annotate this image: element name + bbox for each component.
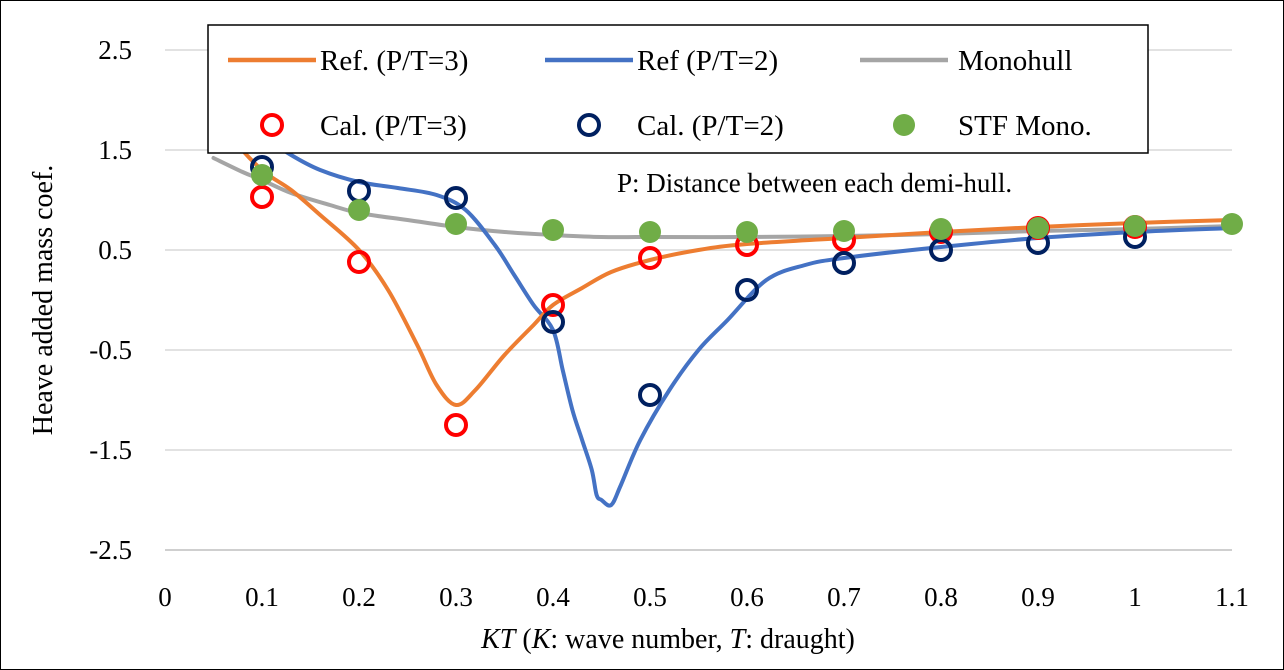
point-cal-p-t-2 <box>832 251 856 275</box>
x-tick-labels: 0 0.1 0.2 0.3 0.4 0.5 0.6 0.7 0.8 0.9 1 1.1 <box>158 582 1249 612</box>
legend-label: Ref. (P/T=3) <box>320 45 468 77</box>
series-lines <box>211 98 1234 508</box>
x-tick-label: 0.2 <box>342 582 376 612</box>
x-tick-label: 0.9 <box>1021 582 1055 612</box>
point-stf-mono <box>1124 215 1146 237</box>
series-line-ref-p-t-2 <box>260 133 1234 508</box>
legend-item-stf-mono: STF Mono. <box>893 110 1092 142</box>
point-cal-p-t-3 <box>638 246 662 270</box>
point-cal-p-t-3 <box>541 293 565 317</box>
x-tick-label: 0.6 <box>730 582 764 612</box>
point-stf-mono <box>930 218 952 240</box>
legend-item-ref-p-t-3: Ref. (P/T=3) <box>228 45 468 77</box>
x-axis-label-part3: : draught) <box>745 624 855 655</box>
point-cal-p-t-3 <box>250 185 274 209</box>
x-tick-label: 0.8 <box>924 582 958 612</box>
legend-item-cal-p-t-3: Cal. (P/T=3) <box>260 110 467 142</box>
legend-swatch <box>260 113 284 137</box>
y-tick-label: 1.5 <box>98 135 132 165</box>
y-tick-labels: 2.5 1.5 0.5 -0.5 -1.5 -2.5 <box>89 35 132 565</box>
point-stf-mono <box>736 221 758 243</box>
y-tick-label: 0.5 <box>98 235 132 265</box>
legend-label: Cal. (P/T=3) <box>320 110 467 142</box>
legend-label: Monohull <box>958 45 1072 77</box>
legend-label: STF Mono. <box>958 110 1092 142</box>
point-stf-mono <box>1027 217 1049 239</box>
point-stf-mono <box>542 219 564 241</box>
point-cal-p-t-2 <box>444 186 468 210</box>
x-axis-label-part2: : wave number, <box>550 624 729 655</box>
point-stf-mono <box>833 220 855 242</box>
point-cal-p-t-2 <box>735 278 759 302</box>
point-stf-mono <box>348 199 370 221</box>
series-markers <box>250 155 1243 437</box>
legend-box <box>207 24 1149 154</box>
x-tick-label: 0.5 <box>633 582 667 612</box>
legend-label: Cal. (P/T=2) <box>637 110 784 142</box>
series-line-ref-p-t-3 <box>211 98 1234 408</box>
x-tick-label: 0 <box>158 582 172 612</box>
point-cal-p-t-2 <box>638 383 662 407</box>
y-tick-label: 2.5 <box>98 35 132 65</box>
legend: Ref. (P/T=3) Ref (P/T=2) Monohull Cal. (P/T… <box>207 24 1149 154</box>
x-tick-label: 0.7 <box>827 582 861 612</box>
point-cal-p-t-3 <box>444 413 468 437</box>
x-axis-label-kt: KT <box>480 624 518 655</box>
legend-label: Ref (P/T=2) <box>637 45 778 77</box>
x-axis-label: KT (K: wave number, T: draught) <box>480 624 855 655</box>
legend-item-monohull: Monohull <box>860 45 1072 77</box>
point-cal-p-t-3 <box>347 250 371 274</box>
legend-items: Ref. (P/T=3) Ref (P/T=2) Monohull Cal. (P/T… <box>228 45 1092 142</box>
y-axis-label: Heave added mass coef. <box>28 165 59 436</box>
annotation: P: Distance between each demi-hull. <box>617 168 1012 198</box>
y-tick-label: -0.5 <box>89 335 132 365</box>
x-tick-label: 0.3 <box>439 582 473 612</box>
x-tick-label: 1.1 <box>1215 582 1249 612</box>
legend-swatch <box>893 114 915 136</box>
point-stf-mono <box>251 164 273 186</box>
point-stf-mono <box>1221 213 1243 235</box>
x-tick-label: 1 <box>1128 582 1142 612</box>
x-axis-label-part1: ( <box>515 624 531 655</box>
x-axis-label-t: T <box>730 624 748 655</box>
point-cal-p-t-2 <box>541 310 565 334</box>
legend-swatch <box>577 113 601 137</box>
legend-item-cal-p-t-2: Cal. (P/T=2) <box>577 110 784 142</box>
point-stf-mono <box>445 213 467 235</box>
x-axis-label-k: K <box>531 624 552 655</box>
legend-item-ref-p-t-2: Ref (P/T=2) <box>545 45 778 77</box>
y-tick-label: -2.5 <box>89 535 132 565</box>
y-tick-label: -1.5 <box>89 435 132 465</box>
x-tick-label: 0.1 <box>245 582 279 612</box>
point-stf-mono <box>639 221 661 243</box>
x-tick-label: 0.4 <box>536 582 570 612</box>
